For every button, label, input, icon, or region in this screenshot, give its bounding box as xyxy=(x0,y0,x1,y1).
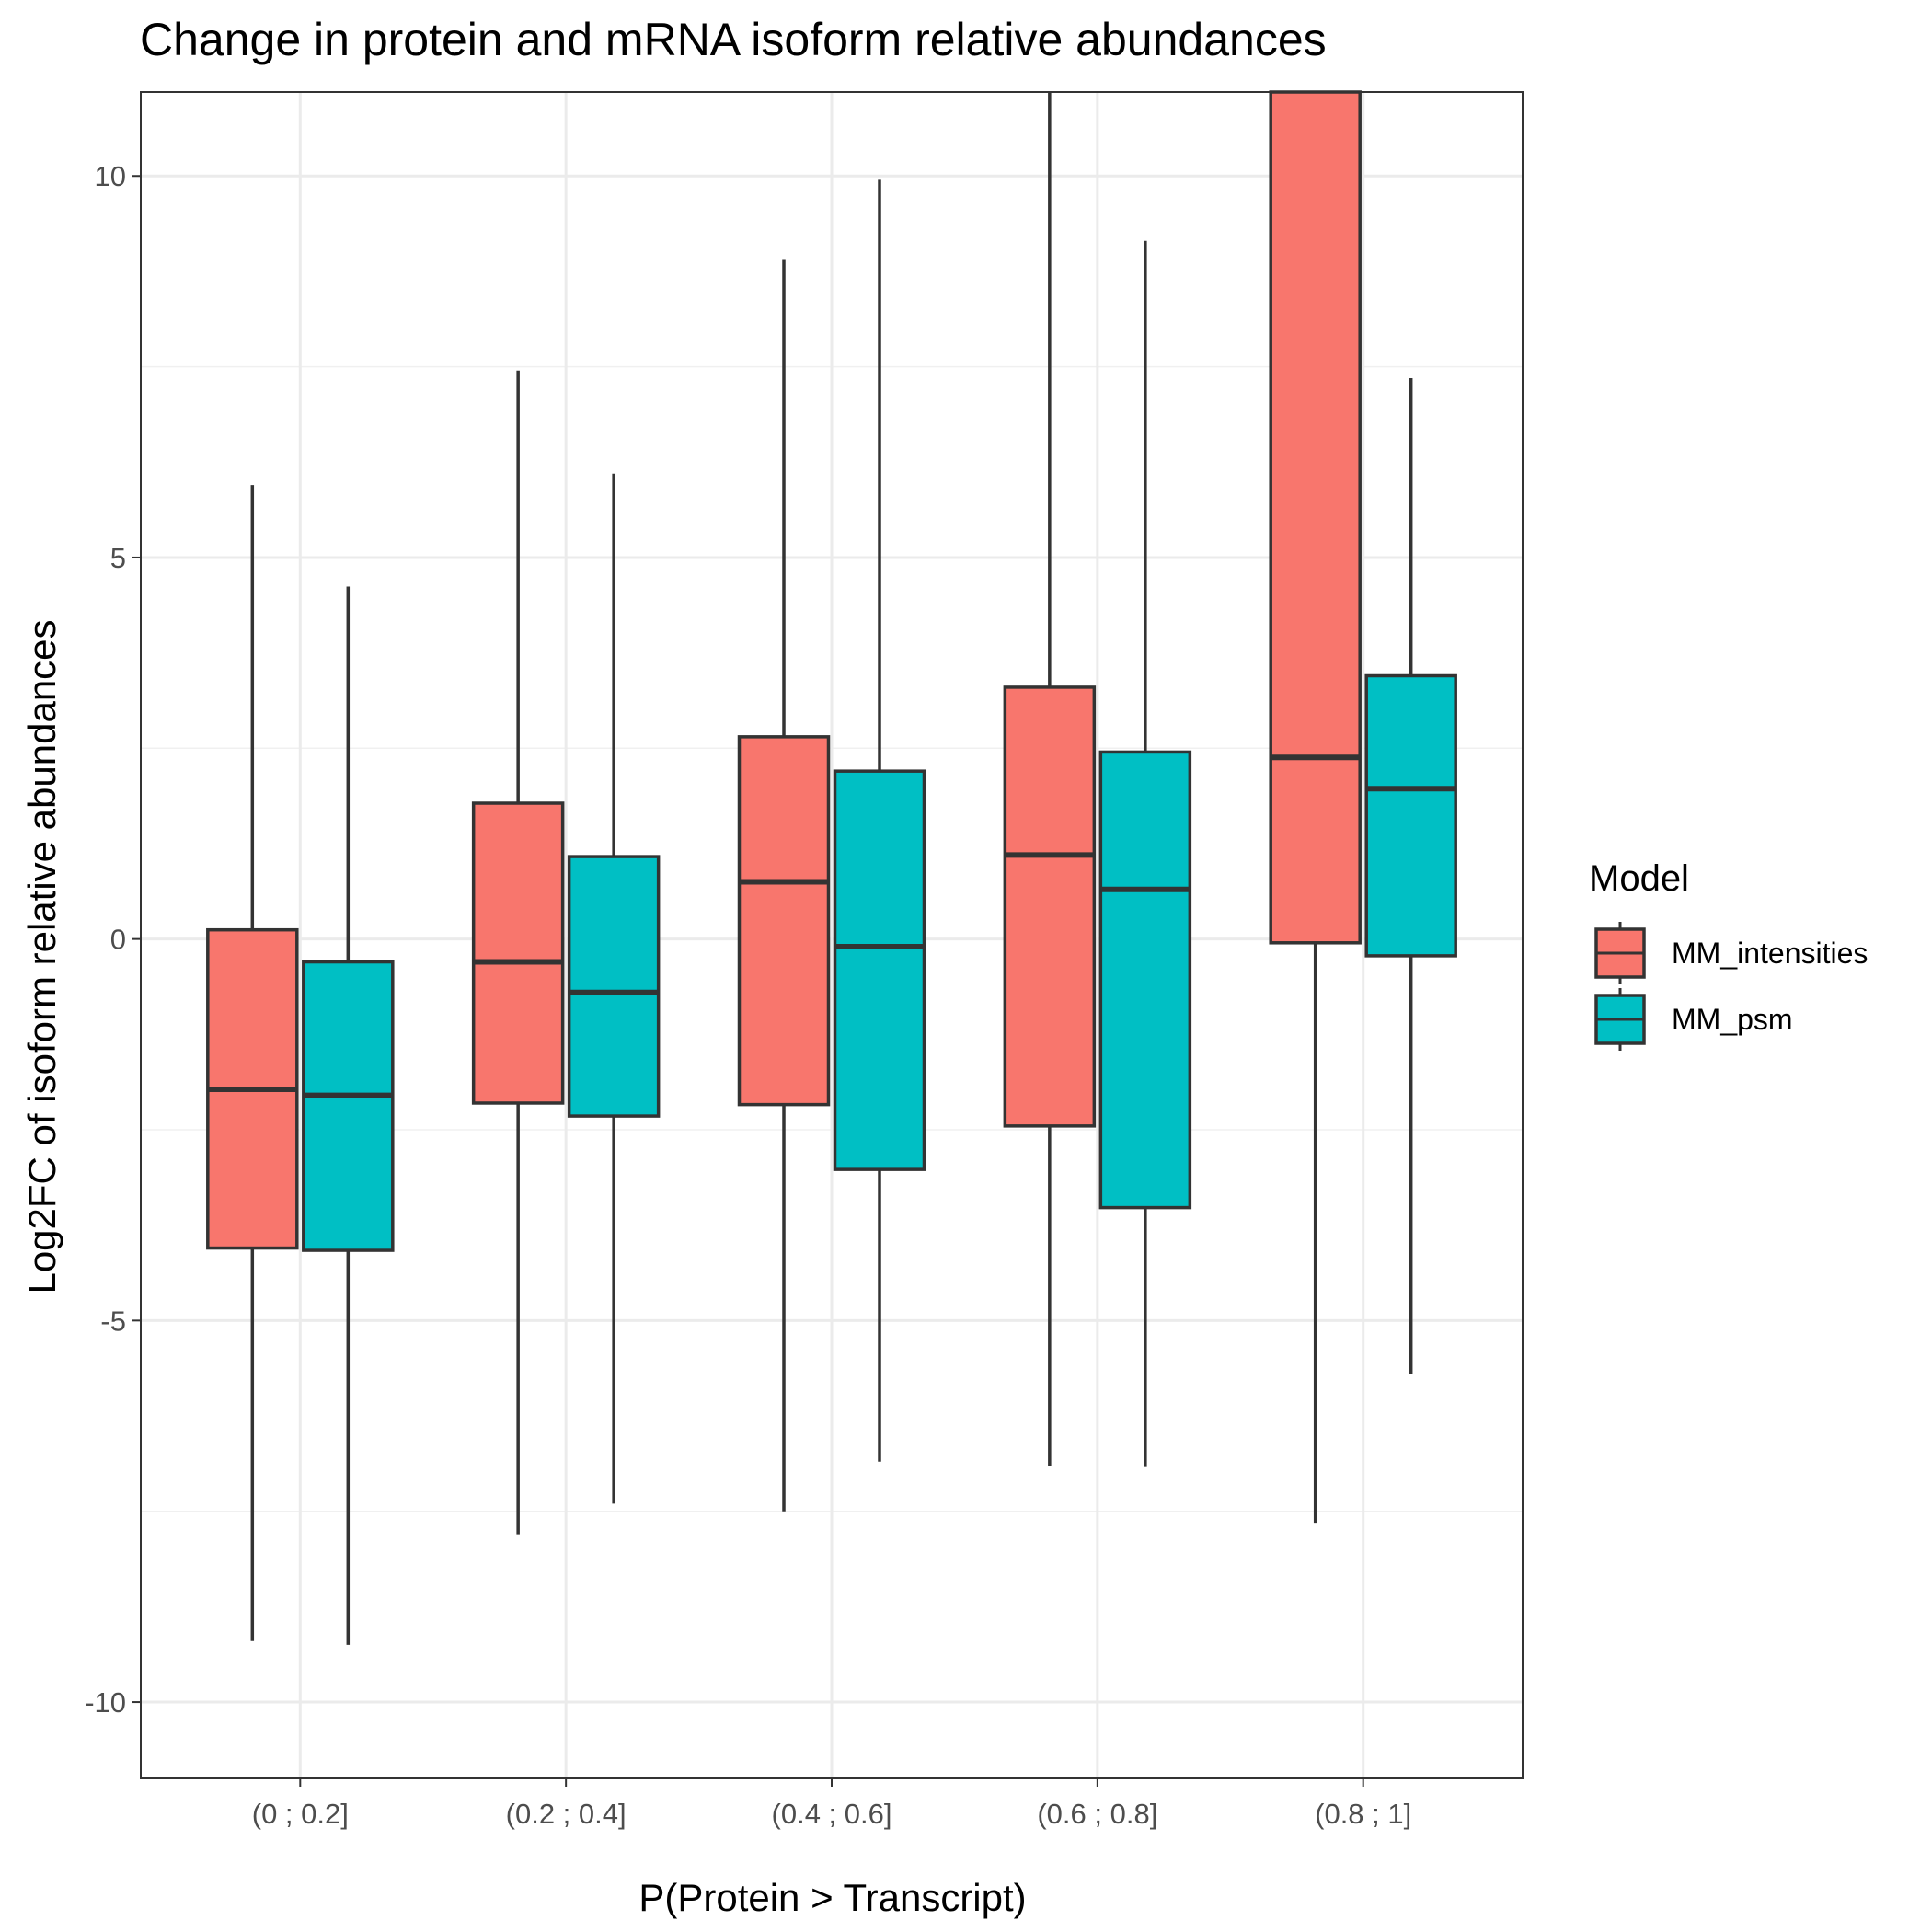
x-tick-label: (0.2 ; 0.4] xyxy=(506,1798,627,1830)
box-body xyxy=(737,735,831,1107)
x-tick-label: (0.4 ; 0.6] xyxy=(772,1798,892,1830)
box-mm-psm-1 xyxy=(302,586,395,1645)
legend-label: MM_psm xyxy=(1672,1003,1793,1036)
box-mm-intensities-1 xyxy=(206,485,299,1641)
legend: Model MM_intensities MM_psm xyxy=(1589,858,1868,1051)
chart-title: Change in protein and mRNA isoform relat… xyxy=(140,14,1327,65)
legend-item-mm-psm: MM_psm xyxy=(1594,988,1793,1051)
box-mm-psm-5 xyxy=(1364,378,1457,1374)
x-tick-label: (0 ; 0.2] xyxy=(252,1798,349,1830)
box-mm-psm-4 xyxy=(1098,240,1192,1467)
legend-label: MM_intensities xyxy=(1672,937,1868,970)
box-mm-intensities-2 xyxy=(471,370,565,1535)
box-body xyxy=(471,801,565,1105)
y-tick-label: 10 xyxy=(95,160,126,192)
box-body xyxy=(1003,685,1097,1128)
y-tick-label: -10 xyxy=(85,1686,126,1719)
box-body xyxy=(833,769,926,1171)
box-mm-psm-3 xyxy=(833,179,926,1462)
box-mm-intensities-4 xyxy=(1003,92,1097,1466)
y-tick-label: 0 xyxy=(110,924,126,956)
x-axis-title: P(Protein > Transcript) xyxy=(638,1876,1026,1919)
y-tick-label: -5 xyxy=(100,1305,126,1337)
y-axis-title: Log2FC of isoform relative abundances xyxy=(20,619,63,1294)
box-body xyxy=(567,855,661,1118)
box-body xyxy=(1269,90,1362,945)
box-mm-intensities-3 xyxy=(737,259,831,1512)
box-body xyxy=(302,960,395,1252)
plot-area: -10 -5 0 5 10 (0 ; 0.2] (0.2 ; 0.4] (0.4 ; 0.6]… xyxy=(85,90,1524,1830)
legend-item-mm-intensities: MM_intensities xyxy=(1594,922,1868,984)
box-mm-psm-2 xyxy=(567,473,661,1504)
x-tick-label: (0.6 ; 0.8] xyxy=(1037,1798,1157,1830)
box-body xyxy=(1098,750,1192,1210)
x-tick-label: (0.8 ; 1] xyxy=(1315,1798,1411,1830)
legend-title: Model xyxy=(1589,858,1689,899)
y-tick-label: 5 xyxy=(110,542,126,574)
box-mm-intensities-5 xyxy=(1269,90,1362,1524)
box-body xyxy=(1364,673,1457,958)
